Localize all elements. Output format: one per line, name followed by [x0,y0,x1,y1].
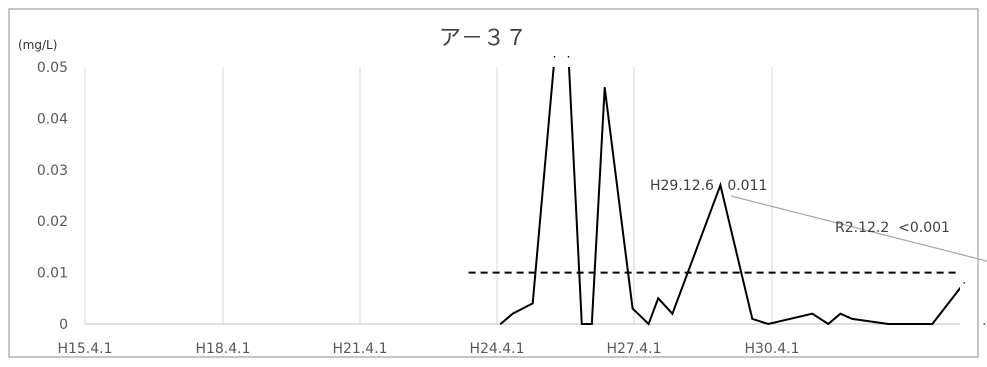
chart-title: ア－３７ [439,26,527,51]
data-point [851,318,854,320]
data-point [657,297,659,300]
x-axis-tick-label: H15.4.1 [57,341,112,357]
y-axis-tick-label: 0.01 [37,266,68,282]
x-axis-tick-label: H21.4.1 [332,341,387,357]
data-point [767,323,770,325]
x-axis-ticks: H15.4.1 H18.4.1 H21.4.1 H24.4.1 H27.4.1 H30.4… [57,341,799,357]
annotation-leader-line [730,195,987,262]
annotation-label: R2.12.2 <0.001 [835,220,950,236]
x-axis-tick-label: H30.4.1 [744,341,799,357]
x-axis-tick-label: H24.4.1 [469,341,524,357]
data-point [499,323,502,325]
data-point [887,323,890,325]
data-point [719,184,722,187]
y-axis-unit-label: (mg/L) [18,38,57,52]
data-point [671,312,674,315]
data-point [811,312,814,315]
data-point [580,323,583,325]
x-axis-tick-label: H27.4.1 [606,341,661,357]
annotation-label: H29.12.6 0.011 [650,178,767,194]
data-point [751,318,754,320]
data-point [983,323,986,325]
y-axis-tick-label: 0.05 [37,60,68,76]
chart-border [8,8,979,358]
series-layer [499,55,986,326]
data-point [931,323,934,325]
data-point [631,307,634,310]
data-point [839,312,842,315]
data-point [647,323,650,325]
y-axis-tick-label: 0.02 [37,214,68,230]
x-axis-tick-label: H18.4.1 [195,341,250,357]
data-point [531,302,534,305]
y-axis-ticks: 0 0.01 0.02 0.03 0.04 0.05 [37,60,68,333]
data-point [603,86,606,89]
grid-lines [84,67,960,325]
y-axis-tick-label: 0.03 [37,163,68,179]
y-axis-tick-label: 0.04 [37,111,68,127]
y-axis-tick-label: 0 [59,317,68,333]
annotation-layer: H29.12.6 0.011 R2.12.2 <0.001 [650,178,987,262]
data-point [963,282,966,284]
data-point [553,55,556,58]
data-point [590,323,593,325]
data-point [511,312,514,315]
data-point [567,55,570,58]
data-point [827,323,830,325]
